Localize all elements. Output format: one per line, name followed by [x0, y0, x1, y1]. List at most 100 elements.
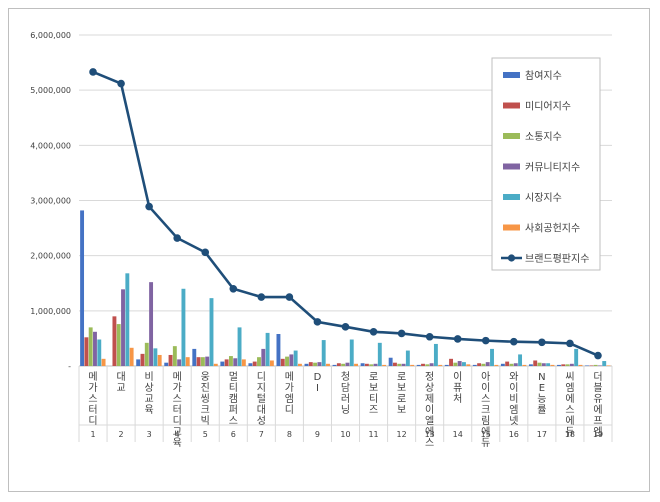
bar — [364, 363, 369, 366]
bar — [421, 363, 425, 366]
line-point — [369, 327, 378, 336]
bar — [593, 364, 598, 366]
legend-label: 커뮤니티지수 — [525, 162, 580, 174]
x-rank-label: 13 — [425, 430, 435, 439]
y-tick-label: 2,000,000 — [30, 252, 71, 261]
y-tick-label: - — [68, 362, 71, 371]
bar — [513, 363, 518, 366]
bar — [518, 354, 523, 366]
bar — [196, 357, 201, 366]
bar — [84, 337, 89, 366]
bar — [354, 363, 358, 366]
legend-swatch — [503, 224, 520, 231]
bar — [561, 364, 566, 366]
x-rank-label: 15 — [481, 430, 491, 439]
line-point — [397, 329, 406, 338]
bar — [205, 356, 210, 366]
bar — [388, 357, 393, 366]
bar — [149, 282, 154, 366]
line-point — [510, 337, 518, 346]
x-rank-label: 5 — [203, 430, 208, 439]
bar — [112, 316, 117, 366]
x-rank-label: 16 — [509, 430, 519, 439]
bar — [349, 339, 354, 366]
bar — [181, 288, 186, 366]
x-rank-label: 12 — [397, 430, 407, 439]
line-point — [145, 202, 153, 211]
x-rank-label: 14 — [453, 430, 463, 439]
bar — [382, 364, 387, 366]
line-point — [566, 339, 574, 348]
bar — [433, 343, 438, 366]
line-point — [89, 68, 97, 76]
legend-label: 미디어지수 — [525, 101, 571, 113]
bar — [140, 353, 145, 366]
bar — [410, 364, 415, 366]
bar — [336, 363, 341, 366]
bar — [313, 362, 318, 366]
bar — [228, 356, 233, 366]
x-rank-label: 19 — [593, 430, 603, 439]
bar — [500, 363, 505, 366]
bar — [533, 360, 538, 366]
bar — [578, 364, 583, 366]
legend-line-marker — [507, 254, 516, 262]
bar — [144, 342, 149, 366]
bar — [597, 365, 602, 366]
bar — [241, 359, 246, 366]
bar — [326, 363, 330, 366]
bar — [289, 354, 294, 366]
bar — [453, 362, 458, 366]
bar — [546, 363, 551, 366]
bar — [304, 363, 309, 366]
bar — [136, 359, 141, 366]
bar — [293, 350, 298, 366]
x-rank-label: 17 — [537, 430, 547, 439]
bar — [153, 348, 158, 366]
bar — [602, 361, 607, 366]
bar — [509, 363, 514, 366]
x-rank-label: 11 — [368, 430, 378, 439]
legend-label: 사회공헌지수 — [525, 223, 580, 235]
bar — [168, 354, 173, 366]
bar — [373, 363, 378, 366]
bar — [565, 364, 570, 366]
bar — [97, 339, 102, 366]
y-tick-label: 6,000,000 — [30, 31, 71, 40]
legend-label: 참여지수 — [525, 70, 562, 82]
bar — [237, 327, 242, 366]
bar — [177, 359, 182, 366]
bar — [345, 362, 350, 366]
bar — [157, 354, 162, 366]
bar — [88, 327, 93, 366]
bar — [416, 364, 421, 366]
bar — [164, 362, 169, 366]
bar — [280, 358, 285, 366]
legend-swatch — [503, 102, 520, 109]
bar — [308, 362, 313, 366]
x-rank-label: 2 — [119, 430, 124, 439]
bar — [297, 363, 302, 366]
bar — [505, 361, 510, 366]
bar — [425, 364, 430, 366]
y-tick-label: 4,000,000 — [30, 141, 71, 150]
bar — [129, 347, 134, 366]
bar — [252, 361, 257, 366]
line-point — [425, 332, 434, 341]
y-tick-label: 3,000,000 — [30, 197, 71, 206]
bar — [569, 363, 574, 366]
bar — [528, 364, 533, 366]
x-rank-label: 6 — [231, 430, 236, 439]
y-tick-label: 1,000,000 — [30, 307, 71, 316]
line-point — [201, 248, 210, 257]
bar — [429, 363, 434, 366]
legend-swatch — [503, 133, 520, 139]
bar — [541, 363, 546, 366]
